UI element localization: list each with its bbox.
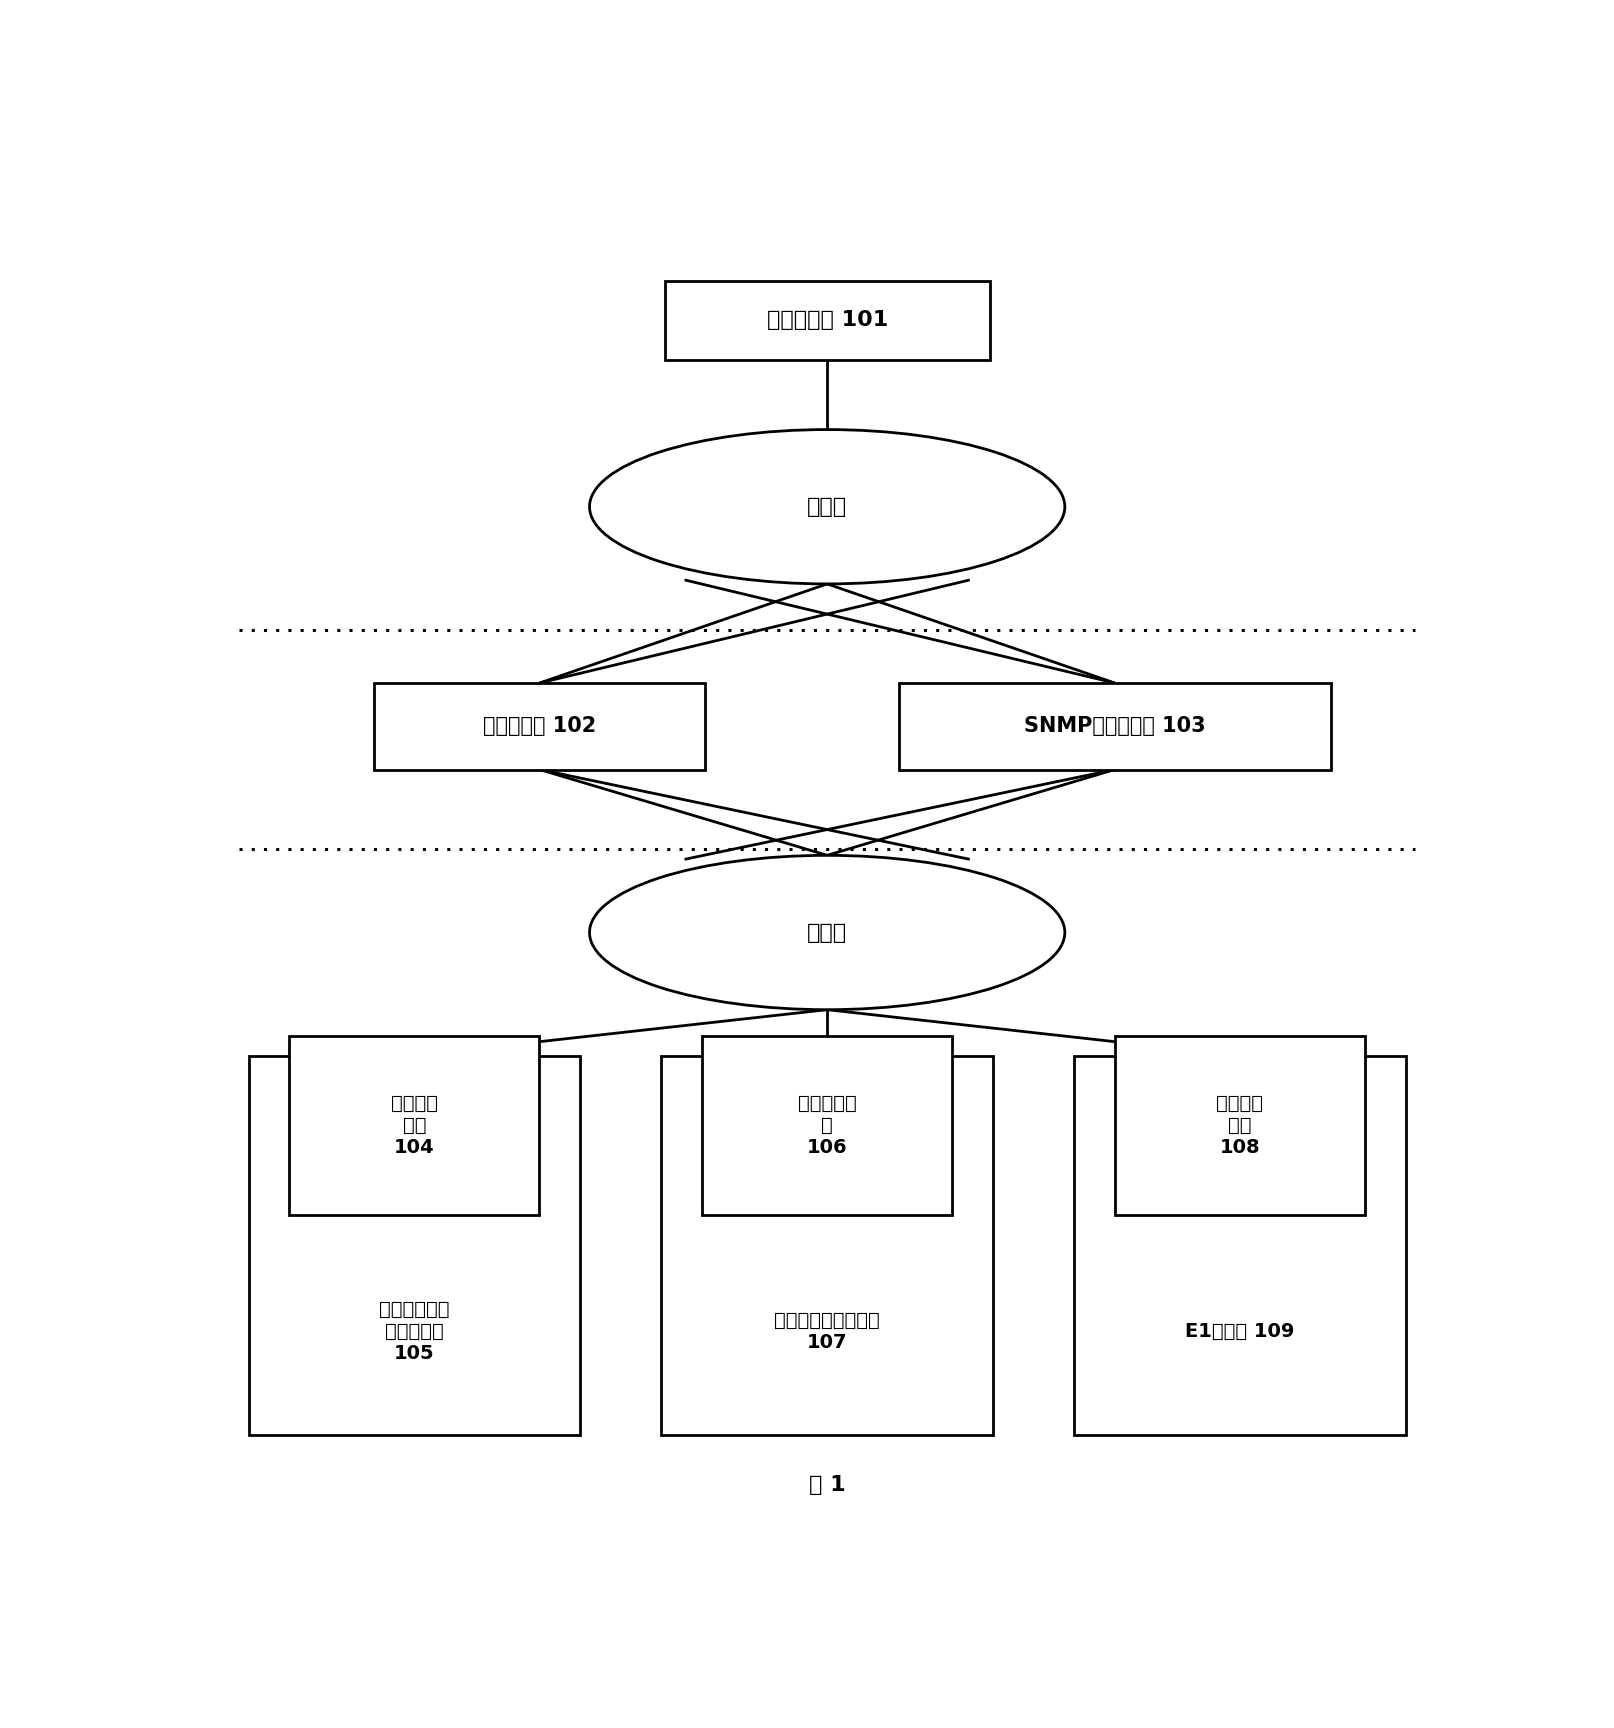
Text: 界面服务器 101: 界面服务器 101 [767, 311, 888, 330]
Text: 设备代理
模块
104: 设备代理 模块 104 [391, 1094, 437, 1158]
Bar [702, 1035, 952, 1215]
Bar [899, 683, 1330, 769]
Bar [1115, 1035, 1365, 1215]
Bar [249, 1056, 579, 1434]
Bar [665, 280, 989, 361]
Text: 局域网: 局域网 [807, 496, 847, 517]
Text: 图 1: 图 1 [809, 1474, 846, 1495]
Bar [289, 1035, 539, 1215]
Text: 设备代理
模块
108: 设备代理 模块 108 [1217, 1094, 1264, 1158]
Bar [662, 1056, 993, 1434]
Text: 位置服务客户服务器
107: 位置服务客户服务器 107 [775, 1312, 880, 1353]
Bar [374, 683, 705, 769]
Text: SNMP代理服务器 103: SNMP代理服务器 103 [1023, 717, 1206, 736]
Text: E1前置机 109: E1前置机 109 [1185, 1322, 1294, 1341]
Ellipse shape [589, 430, 1065, 584]
Text: 局域网: 局域网 [807, 923, 847, 942]
Ellipse shape [589, 855, 1065, 1009]
Text: 配置服务器 102: 配置服务器 102 [483, 717, 596, 736]
Bar [1075, 1056, 1406, 1434]
Text: 设备代理模
块
106: 设备代理模 块 106 [797, 1094, 857, 1158]
Text: 网关移动位置
中心服务器
105: 网关移动位置 中心服务器 105 [379, 1299, 450, 1363]
